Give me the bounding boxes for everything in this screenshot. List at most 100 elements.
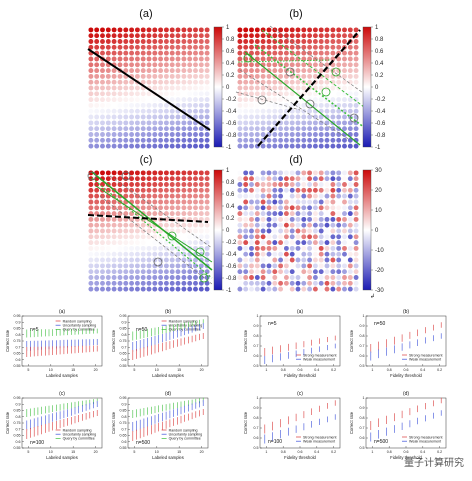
grid-dot [254,176,260,182]
grid-dot [353,102,359,108]
grid-dot [353,132,359,137]
grid-dot [312,211,318,217]
grid-dot [347,44,353,50]
grid-dot [187,269,193,275]
grid-dot [307,50,313,56]
grid-dot [249,73,254,79]
grid-dot [140,280,146,286]
grid-dot [123,182,129,187]
grid-dot [175,102,181,108]
grid-dot [237,275,243,280]
y-tick-label: 0.6 [122,440,127,444]
grid-dot [204,73,210,79]
grid-dot [342,68,347,74]
grid-dot [100,126,105,132]
grid-dot [193,108,198,114]
grid-dot [237,50,243,56]
grid-dot [266,27,272,33]
grid-dot [237,132,243,137]
grid-dot [324,56,330,62]
grid-dot [353,280,359,286]
grid-dot [307,137,313,143]
grid-dot [266,263,272,269]
grid-dot [318,199,324,205]
grid-dot [295,39,301,44]
grid-dot [181,68,187,74]
grid-dot [278,85,284,91]
grid-dot [111,102,117,108]
grid-dot [272,44,278,50]
grid-dot [347,228,353,234]
grid-dot [198,187,204,193]
x-tick-label: 0.2 [437,450,442,454]
grid-dot [272,275,278,280]
grid-dot [307,269,313,275]
grid-dot [129,176,135,182]
grid-dot [152,114,158,120]
grid-dot [123,79,129,85]
grid-dot [94,187,100,193]
x-tick-label: 15 [71,450,75,454]
grid-dot [249,132,254,137]
grid-dot [342,108,347,114]
grid-dot [111,280,117,286]
grid-dot [158,44,164,50]
grid-dot [336,143,342,149]
grid-dot [254,114,260,120]
grid-dot [272,170,278,176]
grid-dot [175,234,181,240]
grid-dot [272,143,278,149]
grid-dot [260,50,266,56]
grid-dot [278,50,284,56]
grid-dot [204,199,210,205]
grid-dot [117,187,123,193]
grid-dot [260,68,266,74]
grid-dot [260,176,266,182]
grid-dot [330,187,336,193]
y-tick-label: 0.9 [360,406,365,410]
grid-dot [278,222,284,228]
grid-dot [289,176,295,182]
grid-dot [330,205,336,211]
grid-dot [111,33,117,39]
grid-dot [295,33,301,39]
grid-dot [111,211,117,217]
grid-dot [249,62,254,68]
grid-dot [175,143,181,149]
grid-dot [163,222,169,228]
grid-dot [117,33,123,39]
grid-dot [163,143,169,149]
grid-dot [146,27,152,33]
grid-dot [187,137,193,143]
grid-dot [204,27,210,33]
grid-dot [330,39,336,44]
grid-dot [307,62,313,68]
grid-dot [146,91,152,97]
grid-dot [260,228,266,234]
grid-dot [94,102,100,108]
grid-dot [342,120,347,126]
grid-dot [312,234,318,240]
grid-dot [123,193,129,199]
grid-dot [111,269,117,275]
grid-dot [163,91,169,97]
grid-dot [169,132,175,137]
grid-dot [105,91,111,97]
grid-dot [129,108,135,114]
x-tick-label: 1 [265,450,267,454]
grid-dot [146,187,152,193]
grid-dot [181,114,187,120]
grid-dot [307,27,313,33]
grid-dot [307,39,313,44]
grid-dot [312,251,318,257]
y-axis-label: Correct rate [349,329,354,352]
grid-dot [289,27,295,33]
legend-entry: Strong measurement [303,435,337,439]
grid-dot [193,211,198,217]
grid-dot [111,245,117,251]
grid-dot [140,73,146,79]
grid-dot [318,257,324,263]
grid-dot [289,39,295,44]
grid-dot [123,240,129,246]
grid-dot [342,257,347,263]
